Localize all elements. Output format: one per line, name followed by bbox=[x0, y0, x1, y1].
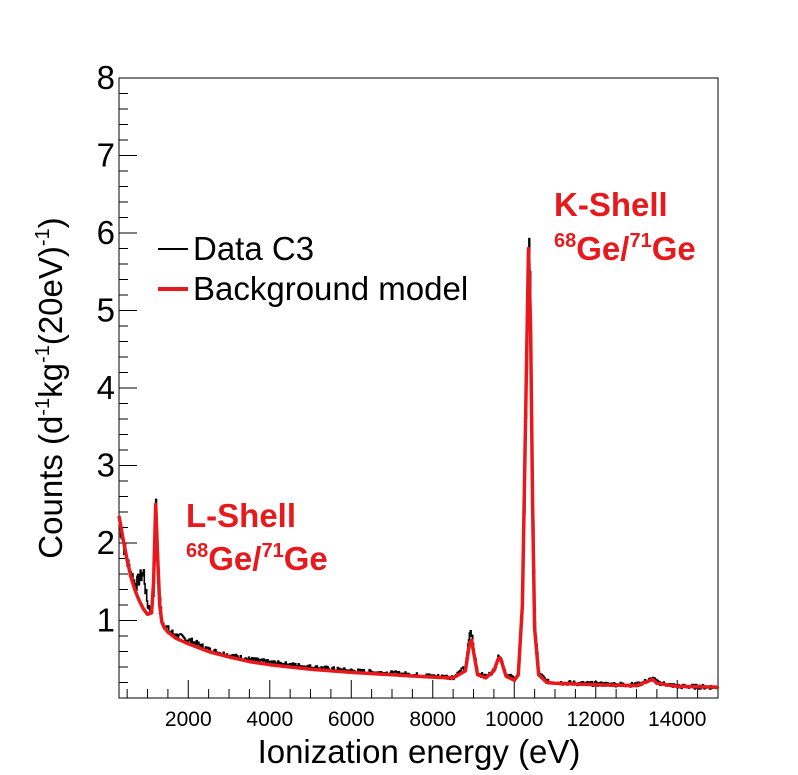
annotation-l-shell-end: Ge bbox=[284, 540, 328, 577]
y-axis-title-part-4: ) bbox=[32, 217, 69, 228]
x-tick-label-10000: 10000 bbox=[485, 708, 543, 731]
annotation-l-shell: L-Shell 68Ge/71Ge bbox=[186, 497, 328, 577]
plot-frame bbox=[118, 77, 719, 699]
annotation-k-shell-sup-2: 71 bbox=[629, 230, 651, 252]
x-tick-label-6000: 6000 bbox=[328, 708, 375, 731]
x-tick-label-4000: 4000 bbox=[246, 708, 293, 731]
minor-ticks bbox=[119, 93, 719, 698]
legend: Data C3 Background model bbox=[158, 230, 468, 307]
x-tick-label-2000: 2000 bbox=[165, 708, 212, 731]
annotation-l-shell-sup-2: 71 bbox=[261, 540, 283, 562]
y-axis-title-sup-2: -1 bbox=[32, 345, 54, 363]
y-axis-title: Counts (d-1kg-1(20eV)-1) bbox=[32, 217, 69, 558]
annotation-k-shell-title: K-Shell bbox=[554, 186, 668, 223]
x-tick-label-14000: 14000 bbox=[648, 708, 706, 731]
annotation-k-shell-sup-1: 68 bbox=[554, 230, 576, 252]
y-tick-label-8: 8 bbox=[97, 59, 115, 96]
y-tick-label-2: 2 bbox=[97, 524, 115, 561]
x-axis-title: Ionization energy (eV) bbox=[258, 733, 581, 770]
series-background-model-line bbox=[117, 246, 719, 689]
x-tick-label-8000: 8000 bbox=[409, 708, 456, 731]
legend-label-data: Data C3 bbox=[193, 230, 314, 267]
y-tick-label-7: 7 bbox=[97, 137, 115, 174]
y-tick-label-1: 1 bbox=[97, 602, 115, 639]
annotation-k-shell-mid: Ge/ bbox=[576, 230, 629, 267]
y-tick-label-4: 4 bbox=[97, 369, 115, 406]
annotation-k-shell-end: Ge bbox=[652, 230, 696, 267]
y-axis-title-part-2: kg bbox=[32, 363, 69, 398]
annotation-l-shell-title: L-Shell bbox=[186, 497, 296, 534]
annotation-l-shell-sup-1: 68 bbox=[186, 540, 208, 562]
y-tick-label-3: 3 bbox=[97, 447, 115, 484]
x-tick-label-12000: 12000 bbox=[567, 708, 625, 731]
y-axis-title-sup-1: -1 bbox=[32, 398, 54, 416]
annotation-k-shell: K-Shell 68Ge/71Ge bbox=[554, 186, 696, 267]
y-tick-label-5: 5 bbox=[97, 292, 115, 329]
y-axis-title-part-1: Counts (d bbox=[32, 416, 69, 559]
x-axis-ticks: 2000 4000 6000 8000 10000 12000 14000 bbox=[165, 680, 706, 731]
y-axis-title-sup-3: -1 bbox=[32, 228, 54, 246]
y-tick-label-6: 6 bbox=[97, 214, 115, 251]
y-axis-title-part-3: (20eV) bbox=[32, 246, 69, 345]
y-axis-ticks: 1 2 3 4 5 6 7 8 bbox=[97, 59, 137, 639]
annotation-l-shell-isotopes: 68Ge/71Ge bbox=[186, 540, 328, 577]
legend-label-model: Background model bbox=[193, 270, 468, 307]
annotation-k-shell-isotopes: 68Ge/71Ge bbox=[554, 230, 696, 267]
annotation-l-shell-mid: Ge/ bbox=[208, 540, 261, 577]
series-layer bbox=[117, 237, 719, 690]
